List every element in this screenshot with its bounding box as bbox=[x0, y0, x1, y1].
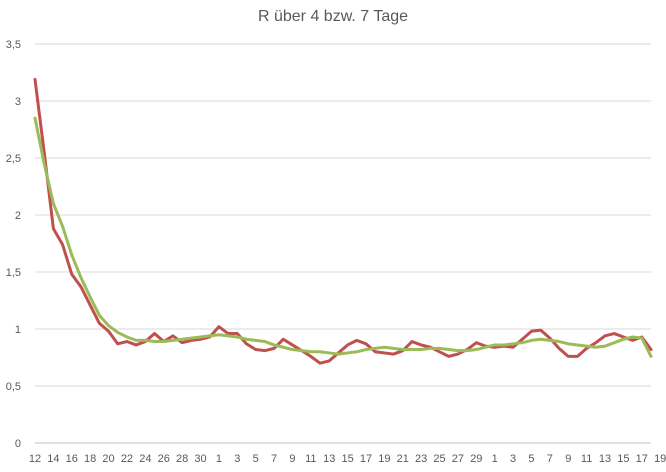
x-tick-label: 1 bbox=[492, 453, 498, 465]
x-tick-label: 22 bbox=[121, 453, 133, 465]
y-tick-label: 1,5 bbox=[6, 267, 21, 279]
y-tick-label: 0 bbox=[15, 438, 21, 450]
y-tick-label: 3 bbox=[15, 96, 21, 108]
x-tick-label: 28 bbox=[176, 453, 188, 465]
series-line-2 bbox=[33, 116, 653, 358]
x-tick-label: 11 bbox=[305, 453, 316, 465]
x-tick-label: 13 bbox=[599, 453, 611, 465]
x-tick-label: 12 bbox=[29, 453, 41, 465]
series-lines bbox=[33, 77, 653, 365]
x-tick-label: 17 bbox=[360, 453, 372, 465]
x-tick-label: 1 bbox=[216, 453, 222, 465]
y-tick-label: 2,5 bbox=[6, 153, 21, 165]
x-tick-label: 7 bbox=[547, 453, 553, 465]
x-tick-label: 9 bbox=[565, 453, 571, 465]
x-tick-label: 5 bbox=[253, 453, 259, 465]
series-line-1 bbox=[33, 77, 653, 365]
y-tick-label: 1 bbox=[15, 324, 21, 336]
x-tick-label: 3 bbox=[234, 453, 240, 465]
x-tick-label: 3 bbox=[510, 453, 516, 465]
x-tick-label: 21 bbox=[397, 453, 409, 465]
x-tick-label: 18 bbox=[84, 453, 96, 465]
x-tick-label: 19 bbox=[378, 453, 390, 465]
x-tick-label: 13 bbox=[323, 453, 335, 465]
x-tick-label: 26 bbox=[158, 453, 170, 465]
x-tick-label: 30 bbox=[194, 453, 206, 465]
x-tick-label: 24 bbox=[139, 453, 151, 465]
x-tick-label: 20 bbox=[102, 453, 114, 465]
x-tick-label: 25 bbox=[433, 453, 445, 465]
y-tick-label: 2 bbox=[15, 210, 21, 222]
x-axis-ticks: 12 14 16 18 20 22 24 26 28 30 1 3 5 7 9 11 13 15 17 19 21 23 2… bbox=[29, 453, 666, 465]
x-tick-label: 15 bbox=[341, 453, 353, 465]
x-tick-label: 27 bbox=[452, 453, 464, 465]
y-tick-label: 0,5 bbox=[6, 381, 21, 393]
gridlines bbox=[35, 43, 651, 444]
x-tick-label: 23 bbox=[415, 453, 427, 465]
x-tick-label: 17 bbox=[636, 453, 648, 465]
x-tick-label: 29 bbox=[470, 453, 482, 465]
x-tick-label: 16 bbox=[66, 453, 78, 465]
y-axis-ticks: 0 0,5 1 1,5 2 2,5 3 3,5 bbox=[6, 39, 21, 450]
x-tick-label: 14 bbox=[47, 453, 59, 465]
x-tick-label: 5 bbox=[528, 453, 534, 465]
x-tick-label: 15 bbox=[617, 453, 629, 465]
x-tick-label: 9 bbox=[289, 453, 295, 465]
x-tick-label: 19 bbox=[654, 453, 666, 465]
x-tick-label: 11 bbox=[581, 453, 592, 465]
y-tick-label: 3,5 bbox=[6, 39, 21, 51]
chart-title: R über 4 bzw. 7 Tage bbox=[257, 8, 409, 25]
x-tick-label: 7 bbox=[271, 453, 277, 465]
